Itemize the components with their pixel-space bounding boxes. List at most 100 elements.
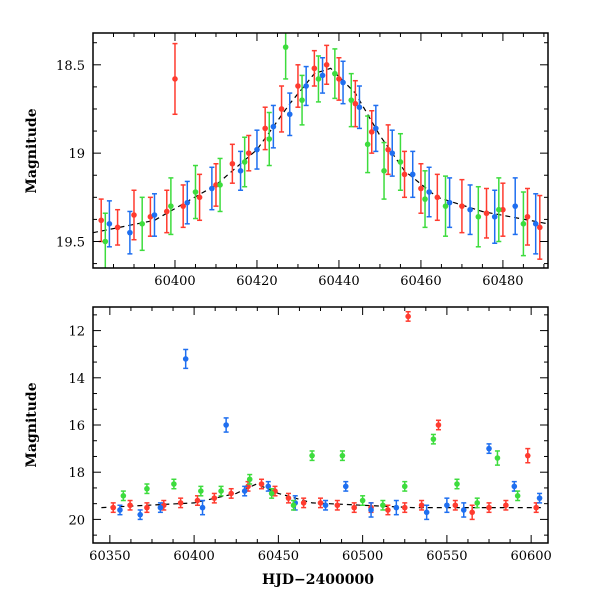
- y-tick-label: 12: [68, 325, 85, 340]
- data-point: [309, 452, 315, 459]
- data-point: [139, 221, 145, 227]
- data-point: [303, 83, 309, 89]
- data-point: [536, 495, 543, 501]
- data-point: [258, 481, 265, 487]
- data-point: [285, 495, 292, 501]
- data-point: [524, 452, 531, 459]
- data-point: [223, 422, 229, 428]
- data-point: [246, 476, 253, 483]
- data-point: [137, 511, 143, 518]
- data-point: [442, 203, 449, 209]
- data-point: [315, 76, 322, 82]
- data-point: [537, 224, 543, 231]
- data-point: [172, 76, 178, 82]
- data-point: [299, 97, 305, 103]
- data-point: [435, 422, 442, 428]
- data-point: [336, 76, 342, 82]
- data-point: [364, 141, 371, 148]
- data-point: [389, 150, 396, 156]
- data-point: [311, 65, 318, 72]
- data-point: [213, 182, 219, 188]
- data-points: [98, 33, 543, 268]
- data-point: [192, 189, 199, 195]
- x-tick-label: 60450: [258, 549, 299, 564]
- data-point: [177, 500, 184, 506]
- data-point: [322, 502, 329, 509]
- data-point: [385, 507, 391, 513]
- data-point: [229, 160, 236, 167]
- data-point: [348, 97, 355, 103]
- data-point: [286, 111, 293, 118]
- x-tick-label: 60480: [482, 274, 523, 289]
- data-point: [218, 488, 224, 494]
- data-point: [444, 502, 450, 509]
- plot-frame: [92, 32, 549, 269]
- data-point: [368, 129, 375, 135]
- data-point: [446, 199, 453, 206]
- data-point: [241, 159, 248, 165]
- data-point: [127, 229, 133, 236]
- data-point: [430, 436, 437, 442]
- data-point: [184, 199, 191, 206]
- data-point: [168, 203, 174, 209]
- data-point: [397, 159, 404, 165]
- bottom-ylabel: Magnitude: [24, 382, 40, 467]
- data-point: [209, 185, 215, 192]
- data-point: [194, 497, 201, 504]
- data-point: [423, 509, 430, 516]
- data-point: [339, 452, 346, 459]
- top-ylabel: Magnitude: [24, 108, 40, 193]
- x-tick-label: 60400: [154, 274, 195, 289]
- data-point: [340, 79, 346, 86]
- data-point: [381, 168, 387, 174]
- data-point: [459, 203, 465, 209]
- data-point: [532, 221, 539, 227]
- data-point: [356, 104, 363, 111]
- x-tick-label: 60400: [173, 549, 214, 564]
- data-point: [524, 213, 531, 220]
- y-tick-label: 19.5: [56, 235, 85, 250]
- x-tick-label: 60440: [318, 274, 359, 289]
- data-point: [469, 509, 475, 516]
- data-point: [426, 189, 432, 195]
- data-point: [474, 500, 481, 506]
- data-point: [211, 495, 218, 501]
- data-point: [405, 313, 411, 320]
- data-point: [278, 106, 285, 112]
- data-point: [290, 502, 297, 509]
- data-point: [265, 483, 272, 490]
- data-point: [245, 150, 252, 156]
- data-point: [245, 483, 251, 490]
- x-tick-label: 60420: [236, 274, 277, 289]
- data-point: [418, 185, 424, 192]
- bottom-xlabel: HJD−2400000: [262, 572, 374, 588]
- data-point: [533, 504, 540, 511]
- data-point: [102, 238, 109, 245]
- data-point: [401, 483, 408, 490]
- data-point: [475, 213, 482, 220]
- panel-zoomed-light-curve: Magnitude 60400 60420 60440 60460 60480 18.5 1…: [24, 32, 549, 289]
- data-point: [131, 212, 137, 218]
- data-point: [114, 224, 121, 231]
- data-point: [486, 445, 492, 452]
- data-point: [323, 62, 330, 68]
- data-point: [393, 504, 400, 511]
- x-tick-label: 60350: [89, 549, 130, 564]
- y-tick-label: 16: [68, 419, 85, 434]
- data-point: [494, 455, 501, 461]
- data-point: [266, 136, 273, 142]
- data-point: [144, 485, 150, 492]
- data-point: [467, 206, 473, 213]
- data-point: [237, 168, 244, 174]
- data-point: [520, 221, 527, 227]
- data-point: [491, 213, 498, 220]
- data-point: [282, 44, 289, 50]
- x-tick-label: 60500: [342, 549, 383, 564]
- x-tick-label: 60600: [510, 549, 551, 564]
- data-point: [228, 490, 234, 497]
- data-point: [144, 504, 150, 511]
- data-point: [452, 502, 459, 509]
- y-tick-label: 14: [68, 372, 85, 387]
- data-point: [182, 356, 189, 362]
- data-point: [512, 203, 519, 209]
